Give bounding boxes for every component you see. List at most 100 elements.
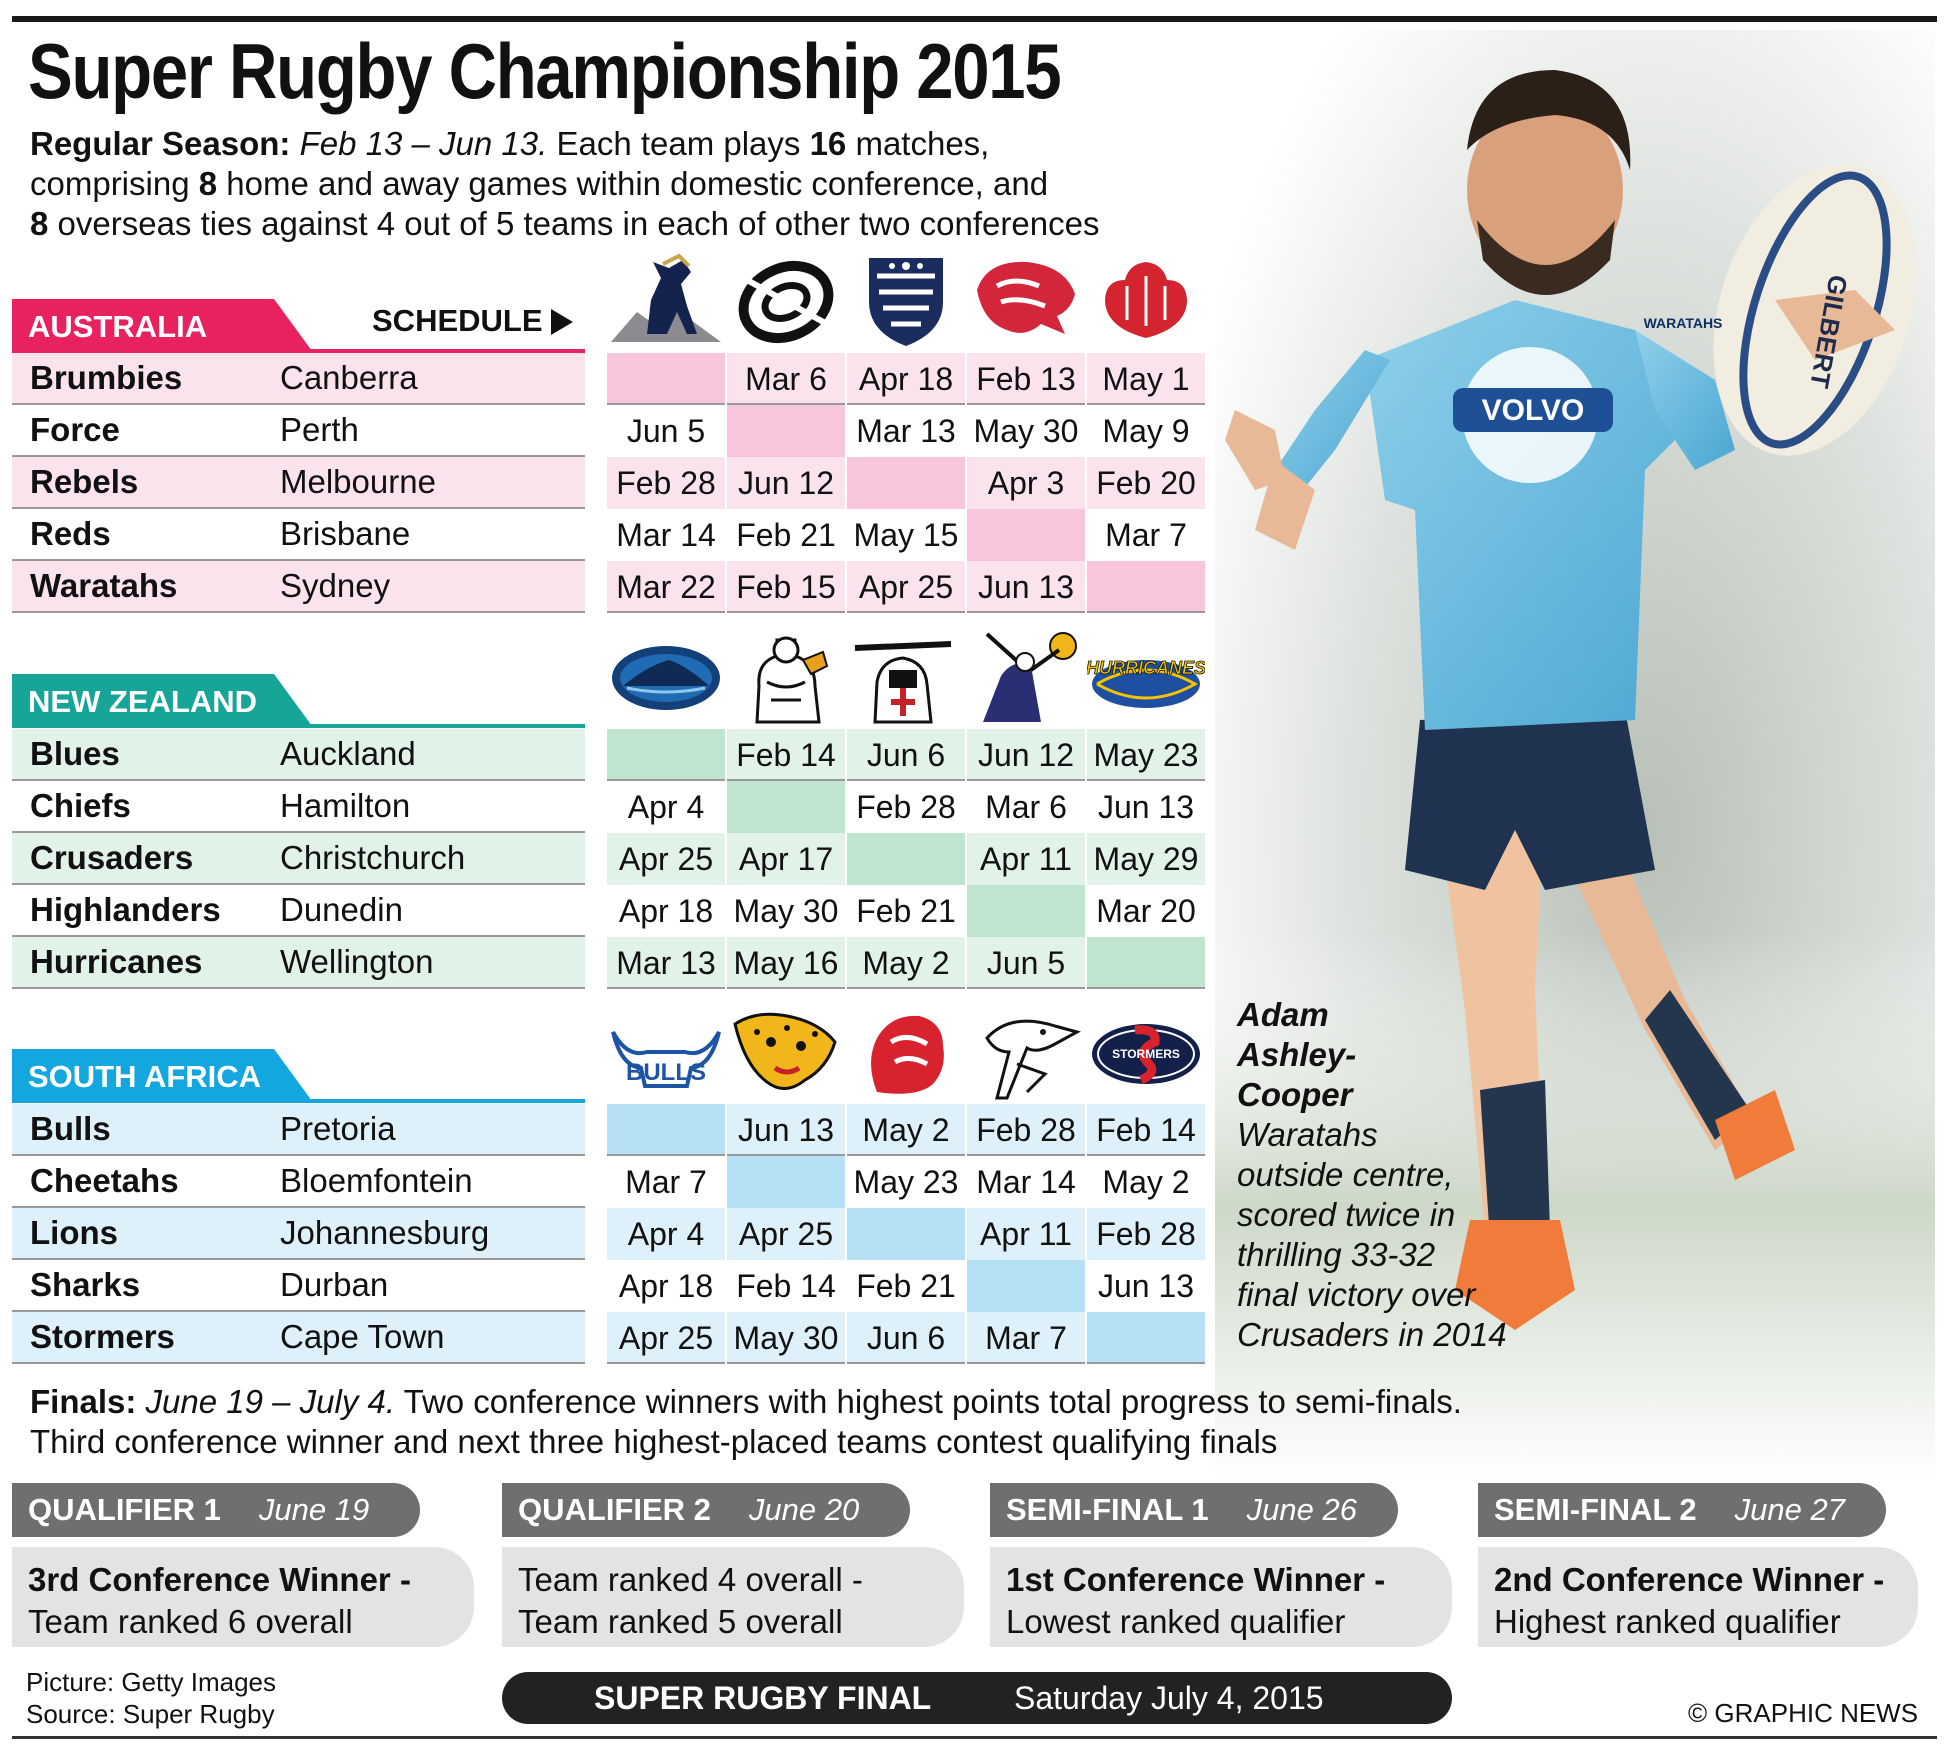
team-row: Chiefs Hamilton <box>12 781 585 833</box>
blues-logo <box>607 626 725 726</box>
team-name: Waratahs <box>30 567 178 604</box>
team-row: Cheetahs Bloemfontein <box>12 1156 585 1208</box>
schedule-cell: May 30 <box>973 413 1079 449</box>
intro-number: 8 <box>30 205 49 242</box>
crusaders-logo <box>847 626 965 726</box>
team-name: Rebels <box>30 463 139 500</box>
caption-name: Cooper <box>1237 1076 1353 1113</box>
copyright: © GRAPHIC NEWS <box>1688 1698 1919 1728</box>
caption-name: Adam <box>1237 996 1329 1033</box>
schedule-cell: May 15 <box>853 517 959 553</box>
schedule-cell: Feb 15 <box>727 561 845 613</box>
jersey-sponsor-text: VOLVO <box>1482 394 1585 427</box>
team-name: Force <box>30 411 120 448</box>
schedule-label-text: SCHEDULE <box>372 303 543 338</box>
schedule-cell: Mar 7 <box>967 1312 1085 1364</box>
team-city: Pretoria <box>280 1110 396 1147</box>
team-city: Brisbane <box>280 515 411 552</box>
schedule-cell: Mar 20 <box>1096 893 1196 929</box>
schedule-cell-empty <box>727 1156 845 1208</box>
schedule-cell: May 2 <box>847 1104 965 1156</box>
stage-line: 3rd Conference Winner - <box>28 1561 411 1598</box>
team-city: Bloemfontein <box>280 1162 473 1199</box>
final-date: Saturday July 4, 2015 <box>1014 1679 1324 1716</box>
team-city: Hamilton <box>280 787 411 824</box>
conference-tab-australia: AUSTRALIA <box>12 299 312 351</box>
schedule-cell: May 9 <box>1102 413 1190 449</box>
schedule-row: Feb 28 Jun 12 Apr 3 Feb 20 <box>607 457 1207 509</box>
schedule-cell: Apr 4 <box>627 789 705 825</box>
team-row: Rebels Melbourne <box>12 457 585 509</box>
team-city: Melbourne <box>280 463 436 500</box>
schedule-cell: Jun 5 <box>967 937 1085 989</box>
schedule-cell: Feb 21 <box>856 1268 956 1304</box>
schedule-row: Mar 13 May 16 May 2 Jun 5 <box>607 937 1207 989</box>
stage-header: QUALIFIER 1 June 19 <box>12 1483 420 1537</box>
schedule-cell: Apr 25 <box>607 1312 725 1364</box>
schedule-row: Apr 4 Apr 25 Apr 11 Feb 28 <box>607 1208 1207 1260</box>
schedule-row: Feb 14 Jun 6 Jun 12 May 23 <box>607 729 1207 781</box>
team-row: Reds Brisbane <box>12 509 585 561</box>
player-photo: VOLVO WARATAHS GILBERT <box>1215 30 1935 1480</box>
schedule-cell: Apr 25 <box>607 833 725 885</box>
schedule-cell: Feb 28 <box>967 1104 1085 1156</box>
team-row: Sharks Durban <box>12 1260 585 1312</box>
stage-header: QUALIFIER 2 June 20 <box>502 1483 910 1537</box>
schedule-cell-empty <box>607 729 725 781</box>
schedule-grid-australia: Mar 6 Apr 18 Feb 13 May 1 Jun 5 Mar 13 May 30 M… <box>607 353 1207 613</box>
team-name: Hurricanes <box>30 943 203 980</box>
schedule-row: Apr 18 Feb 14 Feb 21 Jun 13 <box>607 1260 1207 1312</box>
schedule-cell: Feb 21 <box>856 893 956 929</box>
schedule-row: Apr 25 Apr 17 Apr 11 May 29 <box>607 833 1207 885</box>
stage-header: SEMI-FINAL 1 June 26 <box>990 1483 1398 1537</box>
team-city: Durban <box>280 1266 389 1303</box>
caption-line: thrilling 33-32 <box>1237 1236 1436 1273</box>
team-name: Chiefs <box>30 787 131 824</box>
schedule-cell-empty <box>967 1260 1085 1312</box>
schedule-cell: Apr 25 <box>847 561 965 613</box>
bulls-logo-text: BULLS <box>626 1059 706 1086</box>
schedule-cell-empty <box>607 353 725 405</box>
schedule-cell: Feb 13 <box>967 353 1085 405</box>
schedule-cell: Apr 25 <box>727 1208 845 1260</box>
team-list-new-zealand: Blues Auckland Chiefs Hamilton Crusaders Ch… <box>12 729 585 989</box>
schedule-cell: Feb 14 <box>1087 1104 1205 1156</box>
stage-semi-final-1: SEMI-FINAL 1 June 26 1st Conference Winne… <box>990 1483 1452 1647</box>
stage-date: June 27 <box>1734 1492 1845 1527</box>
schedule-cell: Jun 12 <box>967 729 1085 781</box>
schedule-cell: Mar 13 <box>856 413 956 449</box>
schedule-cell-empty <box>847 1208 965 1260</box>
schedule-row: Apr 18 May 30 Feb 21 Mar 20 <box>607 885 1207 937</box>
stage-line: Team ranked 6 overall <box>28 1603 353 1640</box>
schedule-cell-empty <box>1087 937 1205 989</box>
schedule-row: Mar 22 Feb 15 Apr 25 Jun 13 <box>607 561 1207 613</box>
team-city: Christchurch <box>280 839 466 876</box>
bottom-rule <box>12 1736 1937 1739</box>
credits: Picture: Getty Images Source: Super Rugb… <box>26 1666 276 1730</box>
caption-line: final victory over <box>1237 1276 1476 1313</box>
bulls-logo: BULLS <box>607 1002 725 1102</box>
caption-line: scored twice in <box>1237 1196 1456 1233</box>
highlanders-logo <box>967 626 1085 726</box>
team-city: Canberra <box>280 359 418 396</box>
schedule-cell: Apr 18 <box>618 1268 714 1304</box>
team-name: Cheetahs <box>30 1162 179 1199</box>
stage-line: 2nd Conference Winner - <box>1494 1561 1885 1598</box>
jersey-team-text: WARATAHS <box>1644 315 1723 331</box>
logo-row-australia <box>607 250 1207 350</box>
schedule-cell: May 2 <box>847 937 965 989</box>
schedule-row: Apr 25 May 30 Jun 6 Mar 7 <box>607 1312 1207 1364</box>
schedule-grid-new-zealand: Feb 14 Jun 6 Jun 12 May 23 Apr 4 Feb 28 Mar 6 J… <box>607 729 1207 989</box>
stage-matchup: 1st Conference Winner - Lowest ranked qua… <box>990 1547 1452 1647</box>
team-name: Crusaders <box>30 839 194 876</box>
schedule-cell-empty <box>1087 561 1205 613</box>
stage-name: QUALIFIER 2 <box>518 1492 711 1527</box>
hurricanes-logo: HURRICANES <box>1087 626 1205 726</box>
caption-line: Crusaders in 2014 <box>1237 1316 1507 1353</box>
team-name: Reds <box>30 515 111 552</box>
team-list-australia: Brumbies Canberra Force Perth Rebels Melbou… <box>12 353 585 613</box>
brumbies-logo <box>607 250 725 350</box>
schedule-cell: Mar 22 <box>607 561 725 613</box>
team-row: Stormers Cape Town <box>12 1312 585 1364</box>
schedule-cell: Mar 7 <box>625 1164 707 1200</box>
